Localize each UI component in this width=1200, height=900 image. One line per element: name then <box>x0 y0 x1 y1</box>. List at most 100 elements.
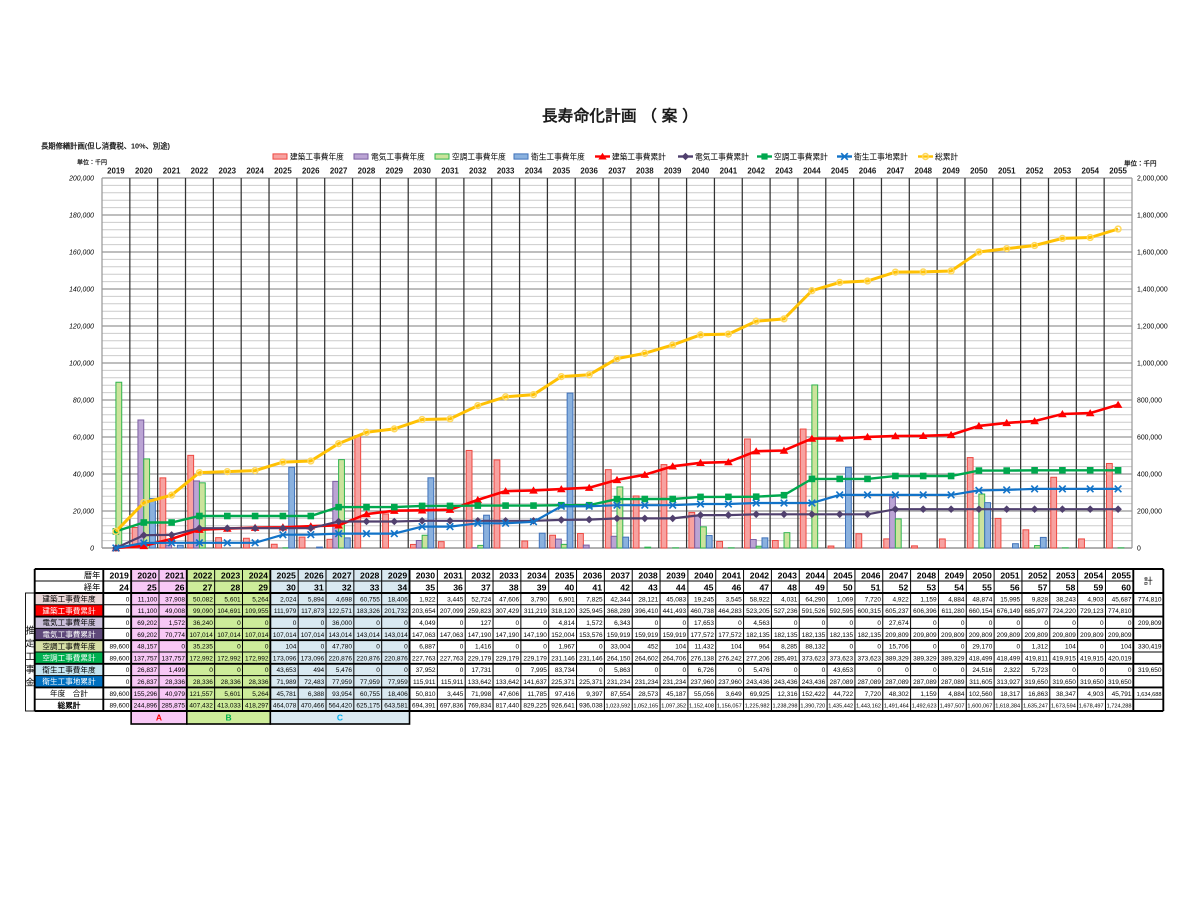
svg-text:2028: 2028 <box>360 571 379 581</box>
svg-text:104: 104 <box>731 644 742 651</box>
svg-text:373,623: 373,623 <box>857 655 881 662</box>
svg-text:285,875: 285,875 <box>162 703 186 710</box>
svg-text:0: 0 <box>682 620 686 627</box>
svg-text:93,954: 93,954 <box>332 691 352 698</box>
svg-text:年度 合計: 年度 合計 <box>50 688 88 698</box>
svg-text:209,809: 209,809 <box>1080 632 1104 639</box>
svg-text:231,234: 231,234 <box>607 679 631 686</box>
svg-text:58: 58 <box>1066 583 1076 593</box>
svg-text:0: 0 <box>738 667 742 674</box>
svg-text:104: 104 <box>675 644 686 651</box>
svg-text:209,809: 209,809 <box>1108 632 1132 639</box>
svg-text:0: 0 <box>599 667 603 674</box>
svg-text:936,038: 936,038 <box>579 703 603 710</box>
svg-text:1,000,000: 1,000,000 <box>1137 361 1168 368</box>
svg-text:18,406: 18,406 <box>388 596 408 603</box>
svg-text:2055: 2055 <box>1109 167 1127 176</box>
svg-text:143,014: 143,014 <box>329 632 353 639</box>
svg-text:0: 0 <box>237 667 241 674</box>
svg-text:衛生工事費年度: 衛生工事費年度 <box>531 152 585 162</box>
svg-text:2047: 2047 <box>889 571 908 581</box>
svg-text:2021: 2021 <box>163 167 181 176</box>
svg-text:111,979: 111,979 <box>274 608 297 615</box>
svg-text:2023: 2023 <box>218 167 236 176</box>
svg-text:203,654: 203,654 <box>412 608 436 615</box>
svg-text:133,642: 133,642 <box>496 679 520 686</box>
svg-text:147,063: 147,063 <box>440 632 464 639</box>
svg-text:0: 0 <box>126 679 130 686</box>
svg-text:389,329: 389,329 <box>941 655 965 662</box>
svg-text:2045: 2045 <box>833 571 852 581</box>
svg-text:建築工事費累計: 建築工事費累計 <box>42 605 96 615</box>
svg-text:1,967: 1,967 <box>558 644 575 651</box>
svg-text:2039: 2039 <box>664 167 682 176</box>
svg-text:37,952: 37,952 <box>416 667 436 674</box>
svg-text:143,014: 143,014 <box>384 632 408 639</box>
svg-text:37,908: 37,908 <box>165 596 185 603</box>
svg-text:1,673,594: 1,673,594 <box>1051 704 1076 710</box>
svg-text:1,491,464: 1,491,464 <box>884 704 909 710</box>
svg-text:0: 0 <box>543 644 547 651</box>
svg-text:29: 29 <box>258 583 268 593</box>
svg-text:2034: 2034 <box>525 167 543 176</box>
svg-text:160,000: 160,000 <box>69 250 94 257</box>
svg-text:0: 0 <box>376 644 380 651</box>
svg-text:182,135: 182,135 <box>802 632 826 639</box>
svg-text:2020: 2020 <box>137 571 156 581</box>
svg-text:44: 44 <box>676 583 686 593</box>
svg-text:1,390,720: 1,390,720 <box>800 704 825 710</box>
svg-text:2,024: 2,024 <box>280 596 297 603</box>
svg-text:2041: 2041 <box>720 167 738 176</box>
svg-text:0: 0 <box>126 596 130 603</box>
svg-text:2020: 2020 <box>135 167 153 176</box>
svg-text:60,755: 60,755 <box>360 691 380 698</box>
svg-text:5,723: 5,723 <box>1032 667 1049 674</box>
svg-text:0: 0 <box>655 667 659 674</box>
svg-text:107,014: 107,014 <box>189 632 213 639</box>
svg-text:1,572: 1,572 <box>586 620 603 627</box>
svg-text:209,809: 209,809 <box>1138 620 1162 627</box>
svg-text:159,919: 159,919 <box>607 632 631 639</box>
svg-text:2025: 2025 <box>274 167 292 176</box>
svg-text:0: 0 <box>1128 667 1132 674</box>
svg-text:電気工事費累計: 電気工事費累計 <box>695 152 749 162</box>
svg-text:231,146: 231,146 <box>551 655 575 662</box>
svg-text:276,242: 276,242 <box>718 655 742 662</box>
svg-text:2035: 2035 <box>555 571 574 581</box>
svg-text:0: 0 <box>126 632 130 639</box>
svg-text:2055: 2055 <box>1112 571 1131 581</box>
svg-text:400,000: 400,000 <box>1137 472 1162 479</box>
svg-text:89,600: 89,600 <box>109 655 129 662</box>
svg-text:0: 0 <box>961 620 965 627</box>
svg-text:衛生工事地累計: 衛生工事地累計 <box>42 676 96 686</box>
svg-text:418,499: 418,499 <box>997 655 1021 662</box>
svg-text:464,078: 464,078 <box>273 703 297 710</box>
svg-text:172,992: 172,992 <box>217 655 241 662</box>
svg-text:7,995: 7,995 <box>531 667 548 674</box>
svg-text:7,825: 7,825 <box>586 596 603 603</box>
svg-text:564,420: 564,420 <box>329 703 353 710</box>
svg-text:0: 0 <box>237 620 241 627</box>
svg-text:20,000: 20,000 <box>72 509 94 516</box>
svg-text:77,959: 77,959 <box>360 679 380 686</box>
svg-text:1,634,688: 1,634,688 <box>1137 692 1162 698</box>
svg-text:307,429: 307,429 <box>496 608 520 615</box>
svg-text:44,722: 44,722 <box>833 691 853 698</box>
svg-text:2023: 2023 <box>221 571 240 581</box>
svg-text:147,063: 147,063 <box>412 632 436 639</box>
svg-text:600,315: 600,315 <box>857 608 881 615</box>
svg-text:71,998: 71,998 <box>471 691 491 698</box>
svg-text:0: 0 <box>599 644 603 651</box>
svg-text:計: 計 <box>1144 575 1153 586</box>
svg-text:83,734: 83,734 <box>555 667 575 674</box>
svg-text:117,873: 117,873 <box>301 608 324 615</box>
svg-text:1,097,352: 1,097,352 <box>661 704 686 710</box>
svg-text:建築工事費年度: 建築工事費年度 <box>42 594 96 604</box>
svg-text:172,992: 172,992 <box>189 655 213 662</box>
svg-text:4,049: 4,049 <box>419 620 436 627</box>
svg-text:287,089: 287,089 <box>830 679 854 686</box>
svg-text:2,322: 2,322 <box>1004 667 1021 674</box>
svg-text:243,436: 243,436 <box>746 679 770 686</box>
svg-text:2048: 2048 <box>914 167 932 176</box>
svg-text:45: 45 <box>704 583 714 593</box>
